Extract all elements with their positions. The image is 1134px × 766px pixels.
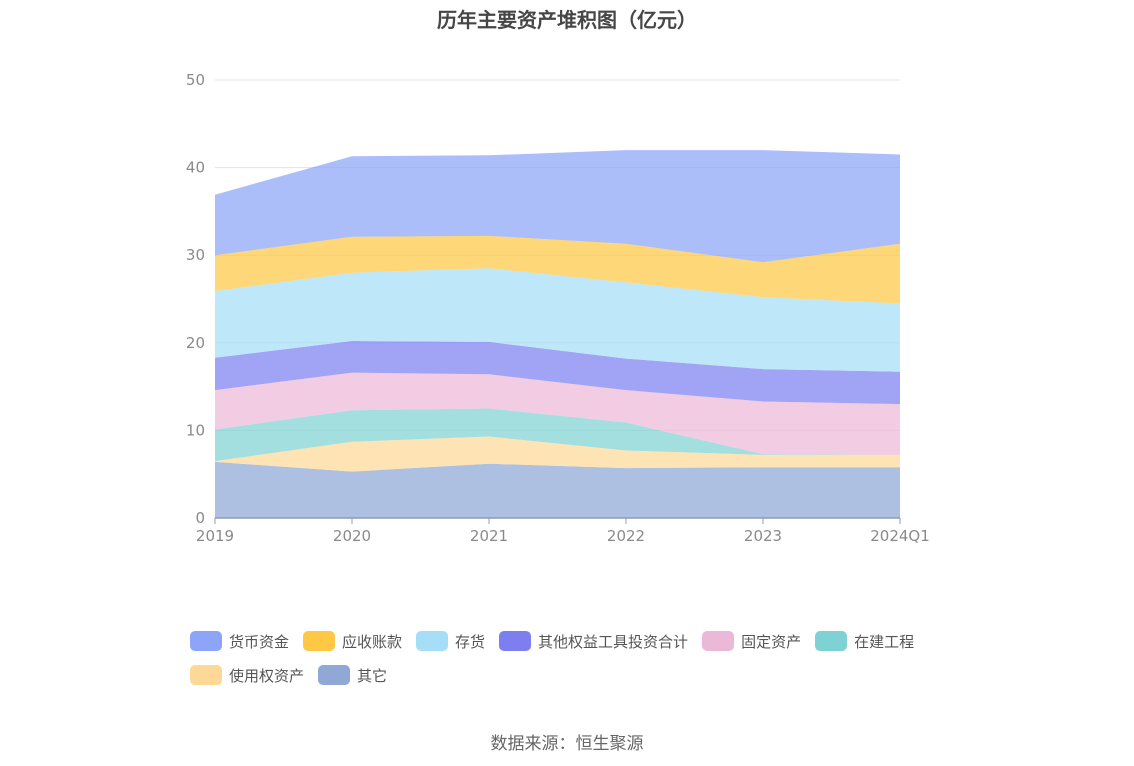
x-tick-label: 2023 — [744, 527, 782, 545]
legend-swatch — [815, 631, 848, 651]
legend-swatch — [499, 631, 532, 651]
legend-label: 在建工程 — [854, 632, 915, 651]
legend-item[interactable]: 应收账款 — [303, 630, 402, 652]
x-tick-label: 2022 — [607, 527, 645, 545]
legend-label: 使用权资产 — [229, 666, 305, 685]
legend-item[interactable]: 在建工程 — [815, 630, 914, 652]
legend-label: 存货 — [455, 632, 486, 651]
area-series-3 — [215, 372, 900, 455]
legend-label: 其它 — [357, 666, 388, 685]
area-series-0 — [215, 461, 900, 518]
legend-swatch — [318, 665, 351, 685]
legend-item[interactable]: 货币资金 — [190, 630, 289, 652]
legend-swatch — [416, 631, 449, 651]
y-tick-label: 10 — [186, 421, 205, 439]
x-tick-label: 2021 — [470, 527, 508, 545]
legend-label: 其他权益工具投资合计 — [538, 632, 689, 651]
x-tick-label: 2019 — [196, 527, 234, 545]
x-tick-label: 2020 — [333, 527, 371, 545]
legend-label: 固定资产 — [741, 632, 802, 651]
legend-swatch — [702, 631, 735, 651]
legend-swatch — [303, 631, 336, 651]
x-tick-label: 2024Q1 — [870, 527, 930, 545]
legend-label: 应收账款 — [342, 632, 403, 651]
stacked-area-chart: 0 10 20 30 40 50 2019 2020 2021 2022 2023 2024Q1 — [186, 71, 930, 545]
area-layer — [215, 150, 900, 518]
axis-layer: 0 10 20 30 40 50 2019 2020 2021 2022 2023 2024Q1 — [186, 71, 930, 545]
y-tick-label: 50 — [186, 71, 205, 89]
area-series-2 — [215, 408, 900, 462]
legend-item[interactable]: 使用权资产 — [190, 664, 304, 686]
data-source: 数据来源：恒生聚源 — [490, 734, 644, 754]
legend-item[interactable]: 其它 — [318, 664, 387, 686]
area-series-4 — [215, 341, 900, 405]
y-tick-label: 0 — [195, 509, 205, 527]
area-series-6 — [215, 235, 900, 304]
legend: 货币资金 应收账款 存货 其他权益工具投资合计 固定资产 在建工程使用权资产 其它 — [190, 630, 970, 686]
area-series-1 — [215, 436, 900, 472]
y-tick-label: 20 — [186, 334, 205, 352]
area-series-7 — [215, 150, 900, 263]
legend-item[interactable]: 存货 — [416, 630, 485, 652]
area-series-5 — [215, 268, 900, 372]
legend-item[interactable]: 其他权益工具投资合计 — [499, 630, 688, 652]
y-tick-label: 40 — [186, 159, 205, 177]
y-tick-label: 30 — [186, 246, 205, 264]
legend-swatch — [190, 665, 222, 685]
chart-title: 历年主要资产堆积图（亿元） — [437, 8, 697, 32]
legend-swatch — [190, 631, 222, 651]
legend-label: 货币资金 — [229, 632, 290, 651]
legend-item[interactable]: 固定资产 — [702, 630, 801, 652]
